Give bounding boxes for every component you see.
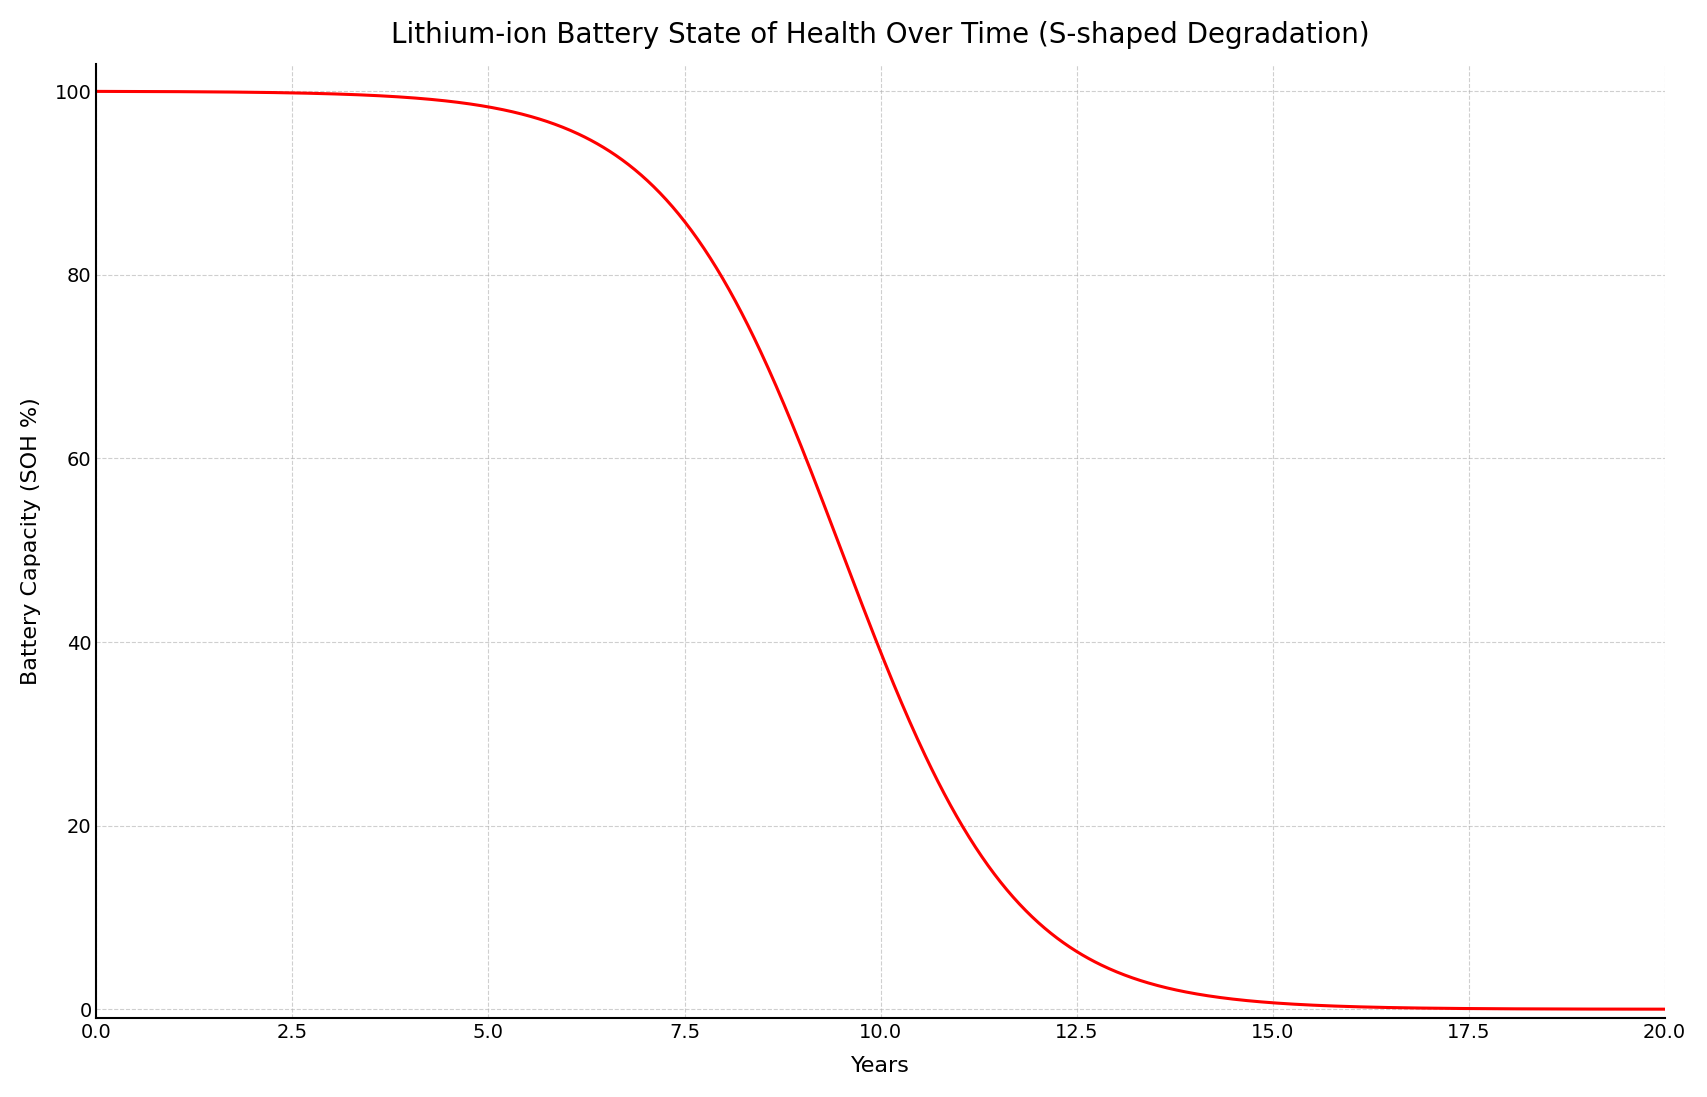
Title: Lithium-ion Battery State of Health Over Time (S-shaped Degradation): Lithium-ion Battery State of Health Over… <box>391 21 1369 49</box>
Y-axis label: Battery Capacity (SOH %): Battery Capacity (SOH %) <box>20 397 41 685</box>
X-axis label: Years: Years <box>852 1056 910 1076</box>
